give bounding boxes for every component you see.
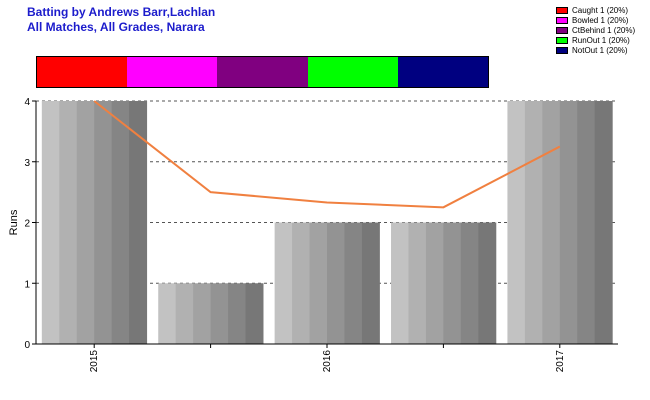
x-tick-label-2: 2017	[555, 350, 566, 373]
bar-3	[391, 222, 497, 344]
legend-item-ctbehind: CtBehind 1 (20%)	[556, 25, 635, 35]
y-tick-label-4: 4	[24, 97, 30, 108]
legend-item-caught: Caught 1 (20%)	[556, 5, 635, 15]
dismissal-seg-caught	[37, 57, 128, 87]
dismissal-bar	[36, 56, 489, 88]
dismissal-seg-ctbehind	[217, 57, 308, 87]
legend-label-notout: NotOut 1 (20%)	[572, 45, 628, 55]
legend-label-caught: Caught 1 (20%)	[572, 5, 629, 15]
y-tick-label-3: 3	[24, 158, 30, 169]
legend-item-runout: RunOut 1 (20%)	[556, 35, 635, 45]
legend-swatch-ctbehind	[556, 26, 568, 34]
y-tick-label-1: 1	[24, 279, 30, 290]
legend-item-bowled: Bowled 1 (20%)	[556, 15, 635, 25]
chart-subtitle: All Matches, All Grades, Narara	[27, 20, 205, 34]
bar-0	[41, 101, 148, 344]
y-axis-title: Runs	[8, 209, 20, 235]
chart-title: Batting by Andrews Barr,Lachlan	[27, 5, 216, 19]
dismissal-seg-runout	[307, 57, 398, 87]
legend-swatch-caught	[556, 6, 568, 14]
legend-label-ctbehind: CtBehind 1 (20%)	[572, 25, 636, 35]
dismissal-seg-bowled	[127, 57, 218, 87]
bar-1	[158, 283, 264, 344]
legend-swatch-bowled	[556, 16, 568, 24]
legend-swatch-notout	[556, 46, 568, 54]
legend-swatch-runout	[556, 36, 568, 44]
legend-label-runout: RunOut 1 (20%)	[572, 35, 630, 45]
x-tick-label-1: 2016	[322, 350, 333, 373]
legend-item-notout: NotOut 1 (20%)	[556, 45, 635, 55]
trend-line	[93, 100, 561, 209]
y-tick-label-0: 0	[24, 340, 30, 351]
bar-2	[274, 222, 380, 344]
dismissal-seg-notout	[397, 57, 489, 87]
x-tick-label-0: 2015	[89, 350, 100, 373]
bar-4	[507, 101, 613, 344]
legend-label-bowled: Bowled 1 (20%)	[572, 15, 629, 25]
y-tick-label-2: 2	[24, 219, 30, 230]
legend: Caught 1 (20%) Bowled 1 (20%) CtBehind 1…	[556, 5, 635, 55]
